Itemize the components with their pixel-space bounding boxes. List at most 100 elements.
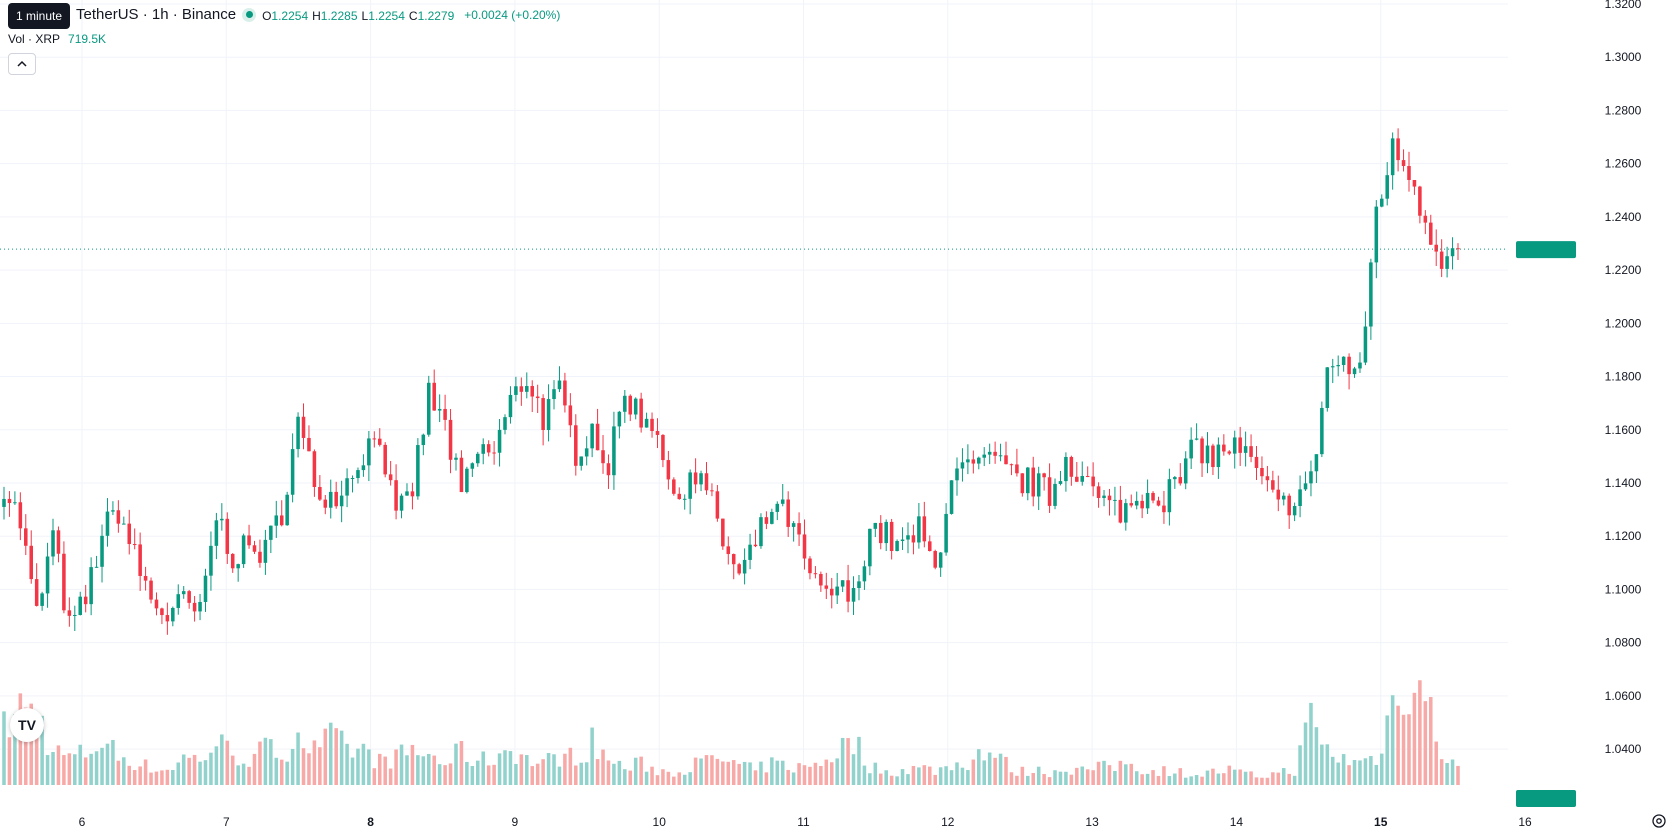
- candle-body: [666, 460, 671, 480]
- candle-body: [1026, 467, 1030, 494]
- candle-body: [1124, 503, 1128, 523]
- volume-bar: [1118, 760, 1123, 785]
- volume-bar: [1064, 771, 1068, 785]
- candle-body: [710, 490, 714, 492]
- volume-bar: [356, 748, 360, 785]
- volume-bar: [1178, 768, 1183, 785]
- candle-body: [938, 552, 943, 568]
- volume-bar: [715, 758, 720, 785]
- volume-bar: [835, 758, 839, 785]
- volume-value: 719.5K: [68, 32, 107, 46]
- candle-body: [862, 566, 867, 582]
- volume-bar: [454, 743, 458, 785]
- volume-bar: [993, 757, 997, 785]
- time-tick-label: 10: [653, 815, 667, 829]
- candle-body: [1178, 477, 1183, 484]
- candle-body: [78, 596, 83, 615]
- market-status-icon[interactable]: [242, 7, 257, 22]
- volume-bar: [1058, 771, 1063, 785]
- volume-bar: [955, 762, 959, 785]
- candle-body: [878, 522, 883, 544]
- candle-body: [693, 472, 698, 485]
- last-price-tag: [1516, 241, 1576, 259]
- candle-body: [1249, 446, 1253, 457]
- collapse-legend-button[interactable]: [8, 53, 36, 75]
- volume-bar: [775, 760, 780, 785]
- volume-bar: [345, 743, 349, 785]
- volume-bar: [1026, 775, 1030, 785]
- volume-bar: [677, 772, 682, 785]
- candle-body: [56, 530, 61, 554]
- volume-bar: [236, 765, 240, 785]
- time-tick-label: 8: [367, 815, 374, 829]
- volume-bar: [1249, 771, 1253, 785]
- volume-bar: [154, 771, 159, 785]
- candle-body: [1418, 186, 1422, 216]
- candle-body: [633, 398, 638, 415]
- volume-bar: [1042, 773, 1046, 785]
- volume-bar: [748, 762, 752, 785]
- candle-body: [911, 535, 916, 543]
- candle-body: [154, 599, 159, 609]
- gear-icon[interactable]: [1650, 812, 1668, 830]
- time-axis[interactable]: 6 7 8 9 10 11 12 13 14 15 16: [79, 815, 1532, 829]
- ohlc-value: 1.2254: [368, 8, 405, 23]
- candle-body: [1287, 495, 1291, 516]
- candle-body: [770, 511, 774, 524]
- symbol-legend: TetherUS · 1h · Binance O1.2254 H1.2285 L1…: [8, 6, 564, 23]
- volume-bar: [465, 761, 469, 785]
- volume-bar: [1156, 775, 1161, 785]
- volume-bar: [1194, 775, 1199, 785]
- volume-bar: [797, 763, 801, 785]
- candle-body: [1303, 483, 1308, 490]
- candle-body: [917, 516, 921, 543]
- candle-body: [530, 386, 535, 397]
- last-volume-tag: [1516, 790, 1576, 807]
- volume-bar: [111, 739, 115, 785]
- volume-bar: [1140, 774, 1144, 785]
- symbol-title[interactable]: TetherUS · 1h · Binance: [76, 6, 237, 23]
- volume-bar: [160, 770, 164, 785]
- candle-body: [1167, 479, 1172, 513]
- volume-bar: [1358, 760, 1362, 785]
- candle-body: [1015, 464, 1019, 474]
- volume-bar: [1401, 714, 1406, 785]
- volume-bar: [73, 754, 77, 785]
- candle-body: [1145, 492, 1150, 509]
- price-axis[interactable]: 1.3200 1.3000 1.2800 1.2600 1.2400 1.2200 1.20…: [1508, 0, 1678, 835]
- candle-body: [192, 602, 197, 612]
- interval-tooltip: 1 minute: [8, 3, 71, 29]
- candle-body: [34, 579, 39, 606]
- volume-bar: [862, 765, 867, 785]
- volume-bar: [987, 752, 992, 785]
- candle-body: [45, 556, 50, 594]
- volume-bar: [971, 759, 976, 785]
- candle-body: [165, 615, 170, 622]
- volume-bar: [873, 762, 878, 785]
- volume-bar: [639, 756, 643, 785]
- volume-bar: [824, 759, 829, 785]
- volume-bar: [857, 736, 861, 785]
- volume-bar: [339, 730, 344, 785]
- candle-body: [416, 445, 420, 497]
- volume-bar: [922, 765, 927, 785]
- volume-bar: [1232, 769, 1237, 785]
- tradingview-logo-icon[interactable]: TV: [10, 708, 44, 742]
- candle-body: [535, 396, 540, 399]
- candle-body: [922, 516, 927, 542]
- candle-body: [1276, 489, 1281, 500]
- volume-bar: [1036, 766, 1041, 785]
- candle-body: [1298, 489, 1302, 507]
- candle-body: [791, 523, 796, 527]
- candle-body: [639, 398, 643, 428]
- volume-bar: [171, 770, 175, 785]
- candle-body: [1156, 500, 1161, 506]
- time-tick-label: 14: [1230, 815, 1244, 829]
- candle-body: [1162, 505, 1166, 513]
- volume-bar: [982, 760, 986, 785]
- volume-bar: [1423, 701, 1428, 785]
- volume-bar: [595, 759, 600, 785]
- volume-bar: [361, 743, 366, 785]
- candle-body: [786, 499, 790, 527]
